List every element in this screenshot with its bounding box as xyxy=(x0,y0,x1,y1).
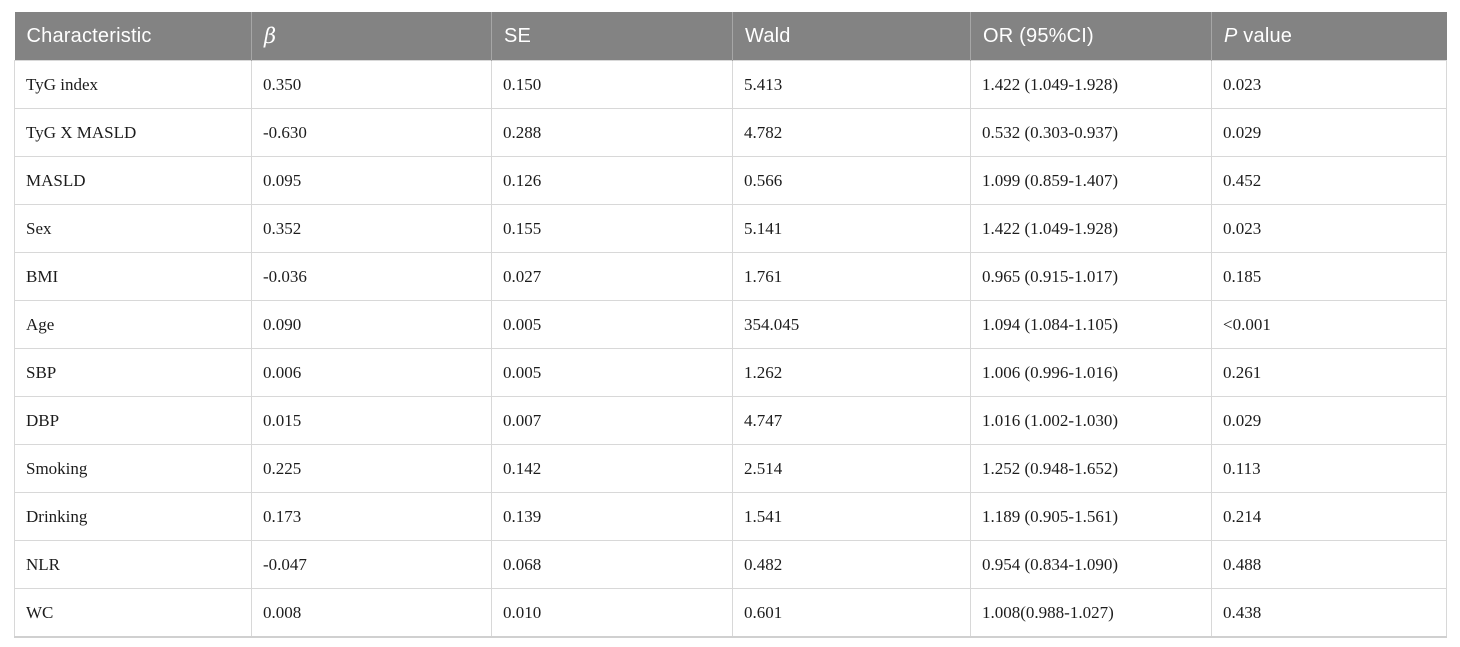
cell-beta: 0.225 xyxy=(251,444,492,493)
cell-p-value: 0.452 xyxy=(1211,156,1447,205)
cell-se: 0.005 xyxy=(491,300,733,349)
cell-se: 0.027 xyxy=(491,252,733,301)
cell-or-ci: 1.422 (1.049-1.928) xyxy=(970,204,1212,253)
cell-beta: 0.008 xyxy=(251,588,492,638)
cell-characteristic: MASLD xyxy=(14,156,252,205)
cell-wald: 1.761 xyxy=(732,252,971,301)
cell-wald: 5.141 xyxy=(732,204,971,253)
cell-se: 0.150 xyxy=(491,60,733,109)
cell-or-ci: 0.954 (0.834-1.090) xyxy=(970,540,1212,589)
cell-or-ci: 1.189 (0.905-1.561) xyxy=(970,492,1212,541)
cell-p-value: 0.214 xyxy=(1211,492,1447,541)
cell-characteristic: DBP xyxy=(14,396,252,445)
table-row: NLR -0.047 0.068 0.482 0.954 (0.834-1.090) 0.… xyxy=(14,540,1447,589)
cell-wald: 0.601 xyxy=(732,588,971,638)
table-row: MASLD 0.095 0.126 0.566 1.099 (0.859-1.407) 0… xyxy=(14,156,1447,205)
cell-characteristic: WC xyxy=(14,588,252,638)
table-row: Drinking 0.173 0.139 1.541 1.189 (0.905-1.56… xyxy=(14,492,1447,541)
table-row: SBP 0.006 0.005 1.262 1.006 (0.996-1.016) 0.2… xyxy=(14,348,1447,397)
cell-p-value: 0.438 xyxy=(1211,588,1447,638)
cell-p-value: 0.113 xyxy=(1211,444,1447,493)
column-header-wald: Wald xyxy=(732,12,971,61)
table-header: Characteristic β SE Wald OR (95%CI) P va… xyxy=(14,12,1447,61)
header-row: Characteristic β SE Wald OR (95%CI) P va… xyxy=(14,12,1447,61)
cell-characteristic: Drinking xyxy=(14,492,252,541)
cell-or-ci: 0.965 (0.915-1.017) xyxy=(970,252,1212,301)
cell-characteristic: BMI xyxy=(14,252,252,301)
cell-or-ci: 1.006 (0.996-1.016) xyxy=(970,348,1212,397)
column-header-beta: β xyxy=(251,12,492,61)
cell-or-ci: 1.422 (1.049-1.928) xyxy=(970,60,1212,109)
cell-wald: 1.262 xyxy=(732,348,971,397)
table-row: DBP 0.015 0.007 4.747 1.016 (1.002-1.030) 0.0… xyxy=(14,396,1447,445)
column-header-or-ci: OR (95%CI) xyxy=(970,12,1212,61)
table-body: TyG index 0.350 0.150 5.413 1.422 (1.049-1.9… xyxy=(14,60,1447,638)
cell-characteristic: TyG index xyxy=(14,60,252,109)
cell-characteristic: Smoking xyxy=(14,444,252,493)
cell-or-ci: 1.016 (1.002-1.030) xyxy=(970,396,1212,445)
cell-p-value: 0.023 xyxy=(1211,204,1447,253)
cell-p-value: <0.001 xyxy=(1211,300,1447,349)
cell-beta: 0.352 xyxy=(251,204,492,253)
cell-wald: 0.566 xyxy=(732,156,971,205)
cell-wald: 4.747 xyxy=(732,396,971,445)
cell-wald: 4.782 xyxy=(732,108,971,157)
cell-characteristic: Sex xyxy=(14,204,252,253)
table-row: TyG X MASLD -0.630 0.288 4.782 0.532 (0.303-… xyxy=(14,108,1447,157)
cell-p-value: 0.029 xyxy=(1211,396,1447,445)
table-row: TyG index 0.350 0.150 5.413 1.422 (1.049-1.9… xyxy=(14,60,1447,109)
cell-se: 0.139 xyxy=(491,492,733,541)
cell-wald: 1.541 xyxy=(732,492,971,541)
cell-p-value: 0.185 xyxy=(1211,252,1447,301)
cell-p-value: 0.023 xyxy=(1211,60,1447,109)
cell-wald: 2.514 xyxy=(732,444,971,493)
cell-beta: -0.047 xyxy=(251,540,492,589)
cell-se: 0.288 xyxy=(491,108,733,157)
cell-characteristic: NLR xyxy=(14,540,252,589)
table-row: Age 0.090 0.005 354.045 1.094 (1.084-1.105) <… xyxy=(14,300,1447,349)
cell-or-ci: 1.008(0.988-1.027) xyxy=(970,588,1212,638)
table-row: Sex 0.352 0.155 5.141 1.422 (1.049-1.928) 0.0… xyxy=(14,204,1447,253)
cell-beta: -0.036 xyxy=(251,252,492,301)
cell-or-ci: 0.532 (0.303-0.937) xyxy=(970,108,1212,157)
cell-wald: 5.413 xyxy=(732,60,971,109)
column-header-characteristic: Characteristic xyxy=(14,12,252,61)
cell-se: 0.005 xyxy=(491,348,733,397)
cell-beta: -0.630 xyxy=(251,108,492,157)
cell-se: 0.155 xyxy=(491,204,733,253)
cell-or-ci: 1.094 (1.084-1.105) xyxy=(970,300,1212,349)
table-row: BMI -0.036 0.027 1.761 0.965 (0.915-1.017) 0.… xyxy=(14,252,1447,301)
cell-characteristic: SBP xyxy=(14,348,252,397)
cell-se: 0.068 xyxy=(491,540,733,589)
cell-wald: 354.045 xyxy=(732,300,971,349)
cell-p-value: 0.488 xyxy=(1211,540,1447,589)
cell-se: 0.142 xyxy=(491,444,733,493)
cell-se: 0.010 xyxy=(491,588,733,638)
cell-beta: 0.350 xyxy=(251,60,492,109)
column-header-se: SE xyxy=(491,12,733,61)
cell-beta: 0.095 xyxy=(251,156,492,205)
table-row: Smoking 0.225 0.142 2.514 1.252 (0.948-1.652… xyxy=(14,444,1447,493)
cell-p-value: 0.261 xyxy=(1211,348,1447,397)
cell-beta: 0.015 xyxy=(251,396,492,445)
cell-beta: 0.173 xyxy=(251,492,492,541)
cell-characteristic: Age xyxy=(14,300,252,349)
cell-or-ci: 1.099 (0.859-1.407) xyxy=(970,156,1212,205)
column-header-p-value: P value xyxy=(1211,12,1447,61)
cell-wald: 0.482 xyxy=(732,540,971,589)
cell-p-value: 0.029 xyxy=(1211,108,1447,157)
cell-se: 0.007 xyxy=(491,396,733,445)
cell-beta: 0.090 xyxy=(251,300,492,349)
cell-characteristic: TyG X MASLD xyxy=(14,108,252,157)
cell-se: 0.126 xyxy=(491,156,733,205)
cell-beta: 0.006 xyxy=(251,348,492,397)
table-row: WC 0.008 0.010 0.601 1.008(0.988-1.027) 0.438 xyxy=(14,588,1447,638)
regression-results-table: Characteristic β SE Wald OR (95%CI) P va… xyxy=(14,12,1447,638)
cell-or-ci: 1.252 (0.948-1.652) xyxy=(970,444,1212,493)
